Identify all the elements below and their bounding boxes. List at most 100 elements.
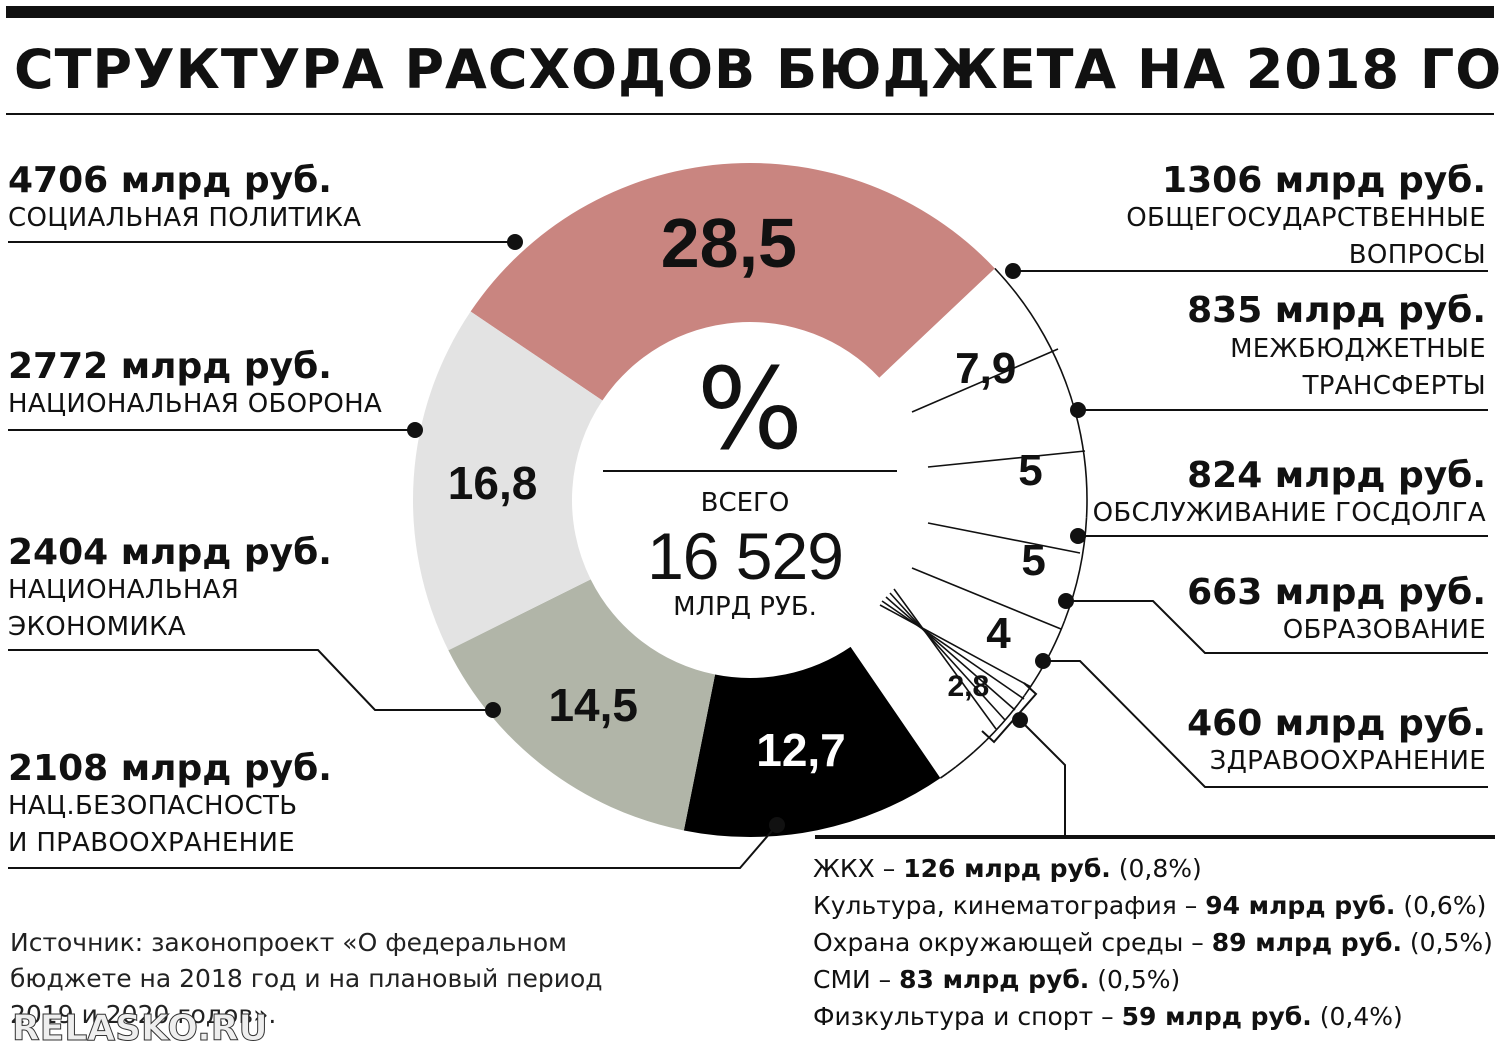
leader-economy — [8, 649, 493, 711]
tick-debt-education — [927, 522, 1081, 554]
pie-slice-outline — [994, 267, 1077, 414]
label-transfers-amount: 835 млрд руб. — [1187, 290, 1486, 331]
source-note: Источник: законопроект «О федеральном бю… — [10, 925, 603, 1033]
pie-slice — [470, 163, 995, 401]
label-transfers-category-1: МЕЖБЮДЖЕТНЫЕ — [1230, 334, 1486, 364]
dot-economy — [485, 702, 501, 718]
leader-health — [1043, 660, 1488, 788]
tick-small-2 — [881, 600, 1025, 700]
label-security-amount: 2108 млрд руб. — [8, 748, 332, 789]
other-item-pct: (0,6%) — [1395, 891, 1487, 920]
dot-defense — [407, 422, 423, 438]
other-item-amount: 83 млрд руб. — [899, 965, 1090, 994]
pie-slice — [413, 311, 603, 651]
pie-slice — [850, 644, 948, 779]
label-transfers-category-2: ТРАНСФЕРТЫ — [1302, 371, 1486, 401]
label-general-amount: 1306 млрд руб. — [1162, 160, 1486, 201]
pie-slice — [854, 640, 956, 774]
pie-slice — [868, 627, 987, 753]
label-social-category: СОЦИАЛЬНАЯ ПОЛИТИКА — [8, 203, 362, 233]
tick-general-transfers — [911, 348, 1059, 413]
pie-slice-outline — [939, 772, 948, 779]
pie-slice — [858, 637, 965, 767]
pie-slice — [921, 413, 1087, 518]
dot-social — [507, 234, 523, 250]
other-list-rule — [815, 835, 1495, 839]
label-debt-category: ОБСЛУЖИВАНИЕ ГОСДОЛГА — [1092, 498, 1486, 528]
slice-value-label: 14,5 — [548, 679, 638, 731]
other-item-name: СМИ – — [813, 965, 900, 994]
label-social-amount: 4706 млрд руб. — [8, 160, 332, 201]
pie-slice — [683, 646, 941, 837]
slice-value-label: 2,8 — [947, 670, 989, 703]
tick-small-3 — [885, 596, 1016, 711]
slice-value-label: 7,9 — [955, 344, 1016, 393]
pie-slice — [863, 633, 974, 761]
label-security-category-1: НАЦ.БЕЗОПАСНОСТЬ — [8, 791, 298, 821]
leader-other — [1019, 719, 1066, 838]
other-item-sport: Физкультура и спорт – 59 млрд руб. (0,4%… — [813, 998, 1493, 1035]
leader-education — [1066, 600, 1488, 654]
pie-slice — [879, 268, 1076, 455]
top-bar — [6, 6, 1494, 18]
other-item-pct: (0,4%) — [1311, 1002, 1403, 1031]
label-health-amount: 460 млрд руб. — [1187, 703, 1486, 744]
other-item-amount: 126 млрд руб. — [903, 854, 1111, 883]
title-rule — [6, 113, 1494, 115]
other-item-amount: 59 млрд руб. — [1121, 1002, 1312, 1031]
center-total-label: ВСЕГО — [700, 488, 790, 518]
other-items-list: ЖКХ – 126 млрд руб. (0,8%) Культура, кин… — [813, 850, 1493, 1035]
dot-health — [1035, 653, 1051, 669]
source-line-3: 2019 и 2020 годов». — [10, 1000, 277, 1029]
pie-slice-outline — [1074, 412, 1088, 518]
label-defense-amount: 2772 млрд руб. — [8, 346, 332, 387]
source-line-2: бюджете на 2018 год и на плановый период — [10, 964, 603, 993]
other-item-name: Физкультура и спорт – — [813, 1002, 1122, 1031]
other-item-amount: 94 млрд руб. — [1205, 891, 1396, 920]
slice-value-label: 5 — [1021, 536, 1045, 585]
label-health-category: ЗДРАВООХРАНЕНИЕ — [1209, 746, 1486, 776]
other-item-environment: Охрана окружающей среды – 89 млрд руб. (… — [813, 924, 1493, 961]
other-item-housing: ЖКХ – 126 млрд руб. (0,8%) — [813, 850, 1493, 887]
pie-slice-outline — [985, 694, 1026, 742]
tick-education-health — [911, 567, 1062, 630]
other-item-name: ЖКХ – — [813, 854, 904, 883]
other-item-name: Охрана окружающей среды – — [813, 928, 1212, 957]
center-percent-symbol: % — [696, 345, 804, 475]
pie-slice-outline — [963, 751, 975, 761]
slice-value-label: 28,5 — [661, 204, 797, 282]
label-general-category-2: ВОПРОСЫ — [1348, 240, 1486, 270]
tick-small-1 — [879, 604, 1032, 688]
slice-value-label: 4 — [986, 609, 1011, 658]
other-item-culture: Культура, кинематография – 94 млрд руб. … — [813, 887, 1493, 924]
leader-security — [8, 824, 778, 869]
dot-general — [1005, 263, 1021, 279]
pie-slice-outline — [1063, 517, 1088, 622]
other-item-pct: (0,5%) — [1089, 965, 1181, 994]
center-total-unit: МЛРД РУБ. — [673, 592, 817, 622]
label-economy-category-1: НАЦИОНАЛЬНАЯ — [8, 575, 240, 605]
pie-slice-outline — [973, 739, 987, 753]
pie-slice — [874, 603, 1025, 741]
dot-security — [769, 817, 785, 833]
label-security-category-2: И ПРАВООХРАНЕНИЕ — [8, 828, 295, 858]
pie-slice — [916, 509, 1087, 621]
pie-slice-outline — [946, 766, 957, 774]
other-item-pct: (0,5%) — [1401, 928, 1493, 957]
other-item-amount: 89 млрд руб. — [1211, 928, 1402, 957]
label-economy-amount: 2404 млрд руб. — [8, 532, 332, 573]
label-debt-amount: 824 млрд руб. — [1187, 455, 1486, 496]
dot-debt — [1070, 528, 1086, 544]
pie-slice — [895, 563, 1065, 696]
tick-transfers-debt — [927, 450, 1086, 468]
other-item-pct: (0,8%) — [1110, 854, 1202, 883]
label-education-category: ОБРАЗОВАНИЕ — [1282, 615, 1486, 645]
slice-value-label: 12,7 — [756, 724, 846, 776]
label-education-amount: 663 млрд руб. — [1187, 572, 1486, 613]
label-economy-category-2: ЭКОНОМИКА — [8, 612, 186, 642]
source-line-1: Источник: законопроект «О федеральном — [10, 928, 568, 957]
label-defense-category: НАЦИОНАЛЬНАЯ ОБОРОНА — [8, 389, 383, 419]
tick-small-5 — [893, 588, 997, 730]
watermark: RELASKO.RU — [12, 1008, 269, 1050]
